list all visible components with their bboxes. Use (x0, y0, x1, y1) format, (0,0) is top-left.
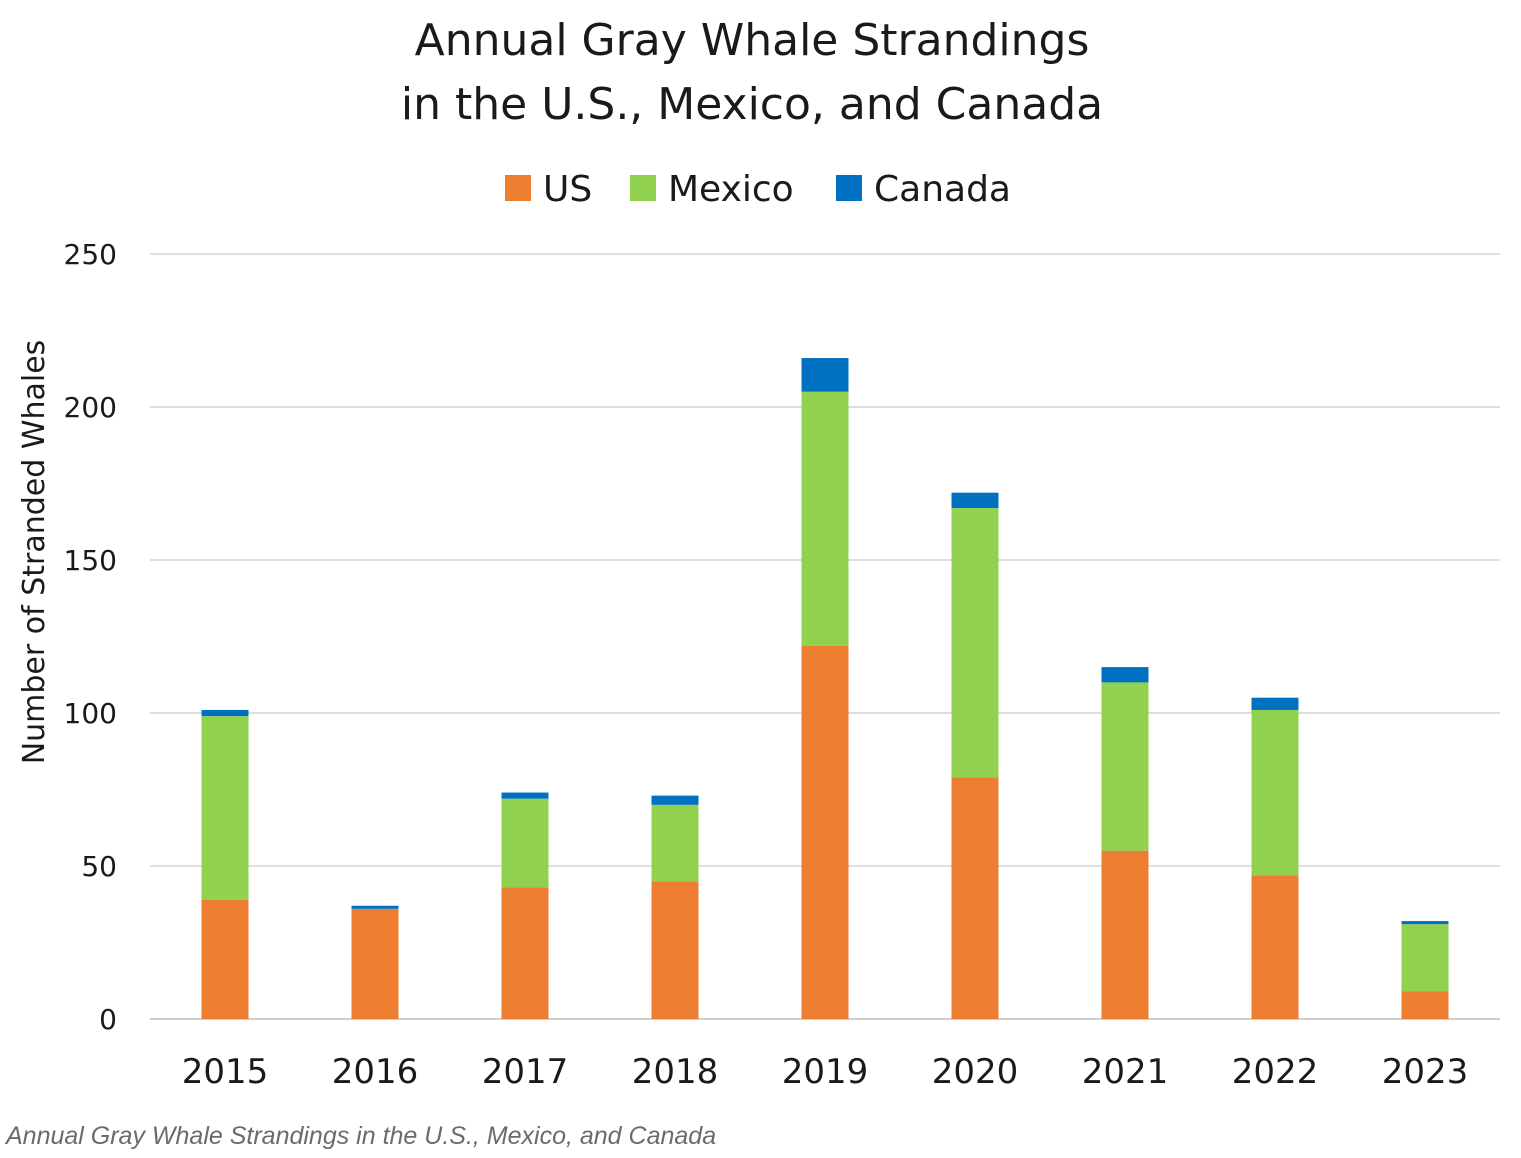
bar-mexico-2022 (1251, 709, 1299, 876)
bar-canada-2021 (1101, 667, 1149, 683)
x-tick-label: 2020 (932, 1052, 1019, 1092)
bar-group-2023 (1401, 921, 1449, 1019)
bar-us-2022 (1251, 875, 1299, 1019)
bar-canada-2016 (351, 905, 399, 909)
bar-group-2019 (801, 358, 849, 1019)
bar-mexico-2021 (1101, 682, 1149, 851)
bar-group-2015 (201, 709, 249, 1019)
bars (201, 358, 1449, 1019)
bar-mexico-2023 (1401, 924, 1449, 992)
bar-group-2018 (651, 795, 699, 1019)
y-tick-label: 200 (64, 391, 117, 424)
bar-us-2018 (651, 881, 699, 1019)
y-axis-ticks: 0 50 100 150 200 250 (64, 238, 117, 1036)
bar-canada-2015 (201, 709, 249, 717)
bar-mexico-2015 (201, 716, 249, 900)
bar-mexico-2020 (951, 507, 999, 778)
bar-canada-2022 (1251, 697, 1299, 710)
x-tick-label: 2018 (632, 1052, 719, 1092)
bar-us-2023 (1401, 991, 1449, 1019)
figure-caption: Annual Gray Whale Strandings in the U.S.… (6, 1122, 717, 1150)
y-tick-label: 250 (64, 238, 117, 271)
legend-swatch-us (505, 175, 531, 201)
bar-us-2016 (351, 908, 399, 1019)
bar-us-2017 (501, 887, 549, 1019)
bar-group-2022 (1251, 697, 1299, 1019)
legend-swatch-mexico (630, 175, 656, 201)
bar-canada-2019 (801, 358, 849, 392)
legend-label-canada: Canada (874, 169, 1011, 210)
bar-mexico-2017 (501, 798, 549, 888)
y-tick-label: 150 (64, 544, 117, 577)
x-tick-label: 2019 (782, 1052, 869, 1092)
x-tick-label: 2021 (1082, 1052, 1169, 1092)
bar-group-2021 (1101, 667, 1149, 1019)
bar-us-2020 (951, 777, 999, 1019)
bar-mexico-2019 (801, 391, 849, 646)
x-axis-ticks: 2015 2016 2017 2018 2019 2020 2021 2022 2023 (182, 1052, 1469, 1092)
chart-title-line-2: in the U.S., Mexico, and Canada (401, 79, 1103, 130)
legend-label-mexico: Mexico (668, 169, 794, 210)
bar-group-2016 (351, 905, 399, 1019)
x-tick-label: 2023 (1382, 1052, 1469, 1092)
x-tick-label: 2016 (332, 1052, 419, 1092)
legend: US Mexico Canada (505, 169, 1011, 210)
bar-group-2017 (501, 792, 549, 1019)
y-tick-label: 50 (81, 850, 117, 883)
x-tick-label: 2017 (482, 1052, 569, 1092)
x-tick-label: 2022 (1232, 1052, 1319, 1092)
x-tick-label: 2015 (182, 1052, 269, 1092)
bar-canada-2023 (1401, 921, 1449, 925)
legend-swatch-canada (836, 175, 862, 201)
bar-mexico-2018 (651, 804, 699, 882)
y-tick-label: 100 (64, 697, 117, 730)
stacked-bar-chart: Annual Gray Whale Strandings in the U.S.… (17, 15, 1500, 1092)
bar-canada-2018 (651, 795, 699, 805)
bar-group-2020 (951, 492, 999, 1019)
bar-canada-2020 (951, 492, 999, 508)
legend-label-us: US (543, 169, 592, 210)
bar-us-2015 (201, 899, 249, 1019)
bar-us-2019 (801, 645, 849, 1019)
bar-us-2021 (1101, 850, 1149, 1019)
y-tick-label: 0 (99, 1003, 117, 1036)
bar-canada-2017 (501, 792, 549, 799)
chart-title-line-1: Annual Gray Whale Strandings (415, 15, 1090, 66)
y-axis-label: Number of Stranded Whales (17, 340, 52, 765)
